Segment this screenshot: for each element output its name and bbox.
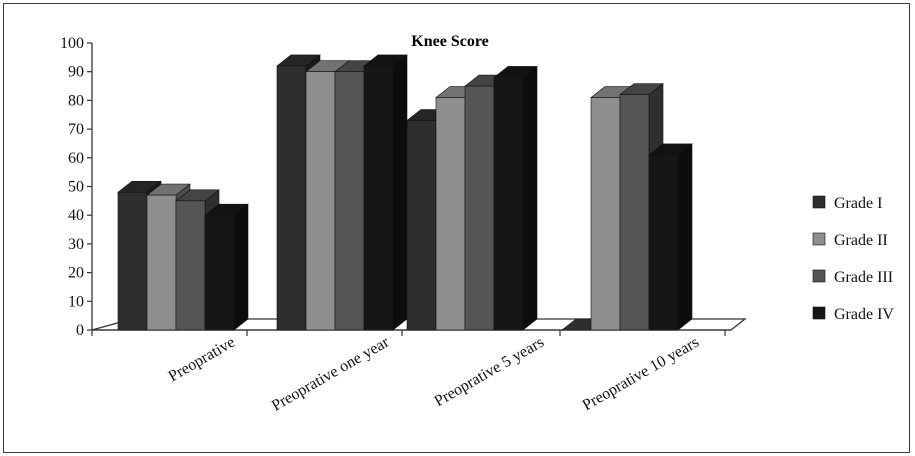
legend-item: Grade I: [812, 195, 882, 212]
y-tick-label: 30: [68, 236, 84, 253]
x-category-label: Preoprative one year: [269, 333, 393, 414]
chart-title: Knee Score: [411, 33, 488, 50]
legend: Grade I Grade II Grade III Grade IV: [812, 195, 894, 323]
label-layer: Preoprative Preoprative one year Preoprati…: [166, 333, 702, 414]
legend-label: Grade III: [834, 269, 893, 286]
legend-label: Grade II: [834, 232, 888, 249]
x-category-label: Preoprative 5 years: [432, 334, 547, 410]
legend-swatch: [812, 195, 826, 209]
legend-label: Grade I: [834, 195, 882, 212]
legend-swatch: [812, 269, 826, 283]
legend-item: Grade III: [812, 269, 893, 286]
legend-swatch: [812, 232, 826, 246]
y-tick-label: 100: [60, 35, 84, 52]
bar-layer: [117, 54, 693, 331]
y-tick-label: 20: [68, 265, 84, 282]
legend-item: Grade II: [812, 232, 888, 249]
y-tick-label: 70: [68, 121, 84, 138]
x-category-label: Preoprative 10 years: [580, 334, 702, 414]
bar: [493, 65, 538, 331]
y-tick-label: 50: [68, 179, 84, 196]
y-tick-label: 40: [68, 207, 84, 224]
legend-item: Grade IV: [812, 306, 894, 323]
y-tick-label: 60: [68, 150, 84, 167]
legend-swatch: [812, 306, 826, 320]
y-tick-label: 10: [68, 293, 84, 310]
y-tick-label: 90: [68, 64, 84, 81]
y-tick-label: 0: [76, 322, 84, 339]
legend-label: Grade IV: [834, 306, 894, 323]
bar: [204, 203, 249, 331]
x-category-label: Preoprative: [166, 334, 238, 386]
y-tick-label: 80: [68, 92, 84, 109]
bar: [648, 143, 693, 331]
bar: [363, 54, 408, 331]
